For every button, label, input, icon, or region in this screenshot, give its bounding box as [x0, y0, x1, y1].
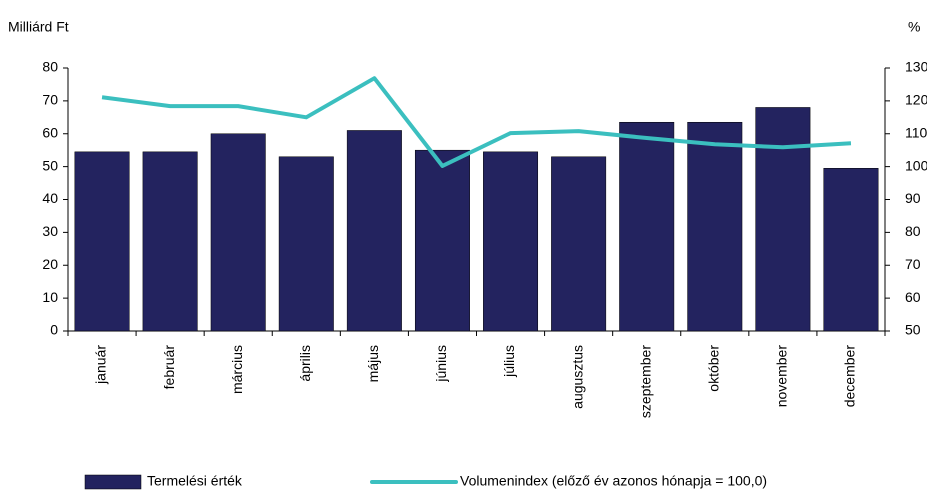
bar: [74, 151, 130, 332]
y-tick-label: 0: [50, 322, 58, 338]
x-tick-label: augusztus: [569, 345, 585, 409]
y2-tick-label: 60: [905, 289, 921, 305]
y-tick-label: 80: [42, 59, 58, 75]
bar: [823, 168, 879, 332]
x-tick-label: május: [365, 345, 381, 382]
y-tick-label: 20: [42, 256, 58, 272]
bar: [346, 130, 402, 332]
y2-axis-label: %: [908, 19, 920, 35]
bar: [551, 156, 607, 332]
x-tick-label: április: [297, 345, 313, 382]
y-axis-label: Milliárd Ft: [8, 19, 69, 35]
bar: [142, 151, 198, 332]
y-tick-label: 40: [42, 190, 58, 206]
x-tick-label: június: [433, 345, 449, 383]
x-tick-label: január: [93, 345, 109, 385]
y-tick-label: 10: [42, 289, 58, 305]
bar: [483, 151, 539, 332]
legend-swatch: [84, 474, 142, 490]
y2-tick-label: 100: [905, 157, 927, 173]
bar: [210, 133, 266, 332]
y2-tick-label: 50: [905, 322, 921, 338]
x-tick-label: november: [774, 345, 790, 408]
y-tick-label: 30: [42, 223, 58, 239]
x-tick-label: február: [161, 345, 177, 390]
legend-label: Volumenindex (előző év azonos hónapja = …: [460, 473, 767, 489]
y-tick-label: 50: [42, 157, 58, 173]
y-tick-label: 70: [42, 92, 58, 108]
bar: [414, 149, 470, 332]
x-tick-label: december: [842, 345, 858, 408]
bar: [755, 107, 811, 332]
x-tick-label: szeptember: [637, 345, 653, 418]
y2-tick-label: 80: [905, 223, 921, 239]
bar: [687, 121, 743, 332]
x-tick-label: július: [501, 345, 517, 378]
bar: [619, 121, 675, 332]
y2-tick-label: 130: [905, 59, 927, 75]
x-tick-label: március: [229, 345, 245, 394]
y2-tick-label: 120: [905, 92, 927, 108]
y2-tick-label: 110: [905, 124, 927, 140]
bar: [278, 156, 334, 332]
legend-label: Termelési érték: [147, 473, 243, 489]
y2-tick-label: 70: [905, 256, 921, 272]
y-tick-label: 60: [42, 124, 58, 140]
line-series: [101, 76, 852, 168]
y2-tick-label: 90: [905, 190, 921, 206]
x-tick-label: október: [705, 345, 721, 392]
